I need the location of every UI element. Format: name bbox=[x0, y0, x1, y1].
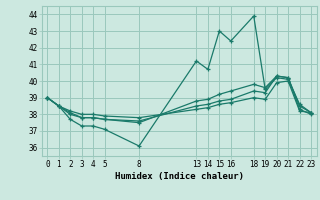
X-axis label: Humidex (Indice chaleur): Humidex (Indice chaleur) bbox=[115, 172, 244, 181]
